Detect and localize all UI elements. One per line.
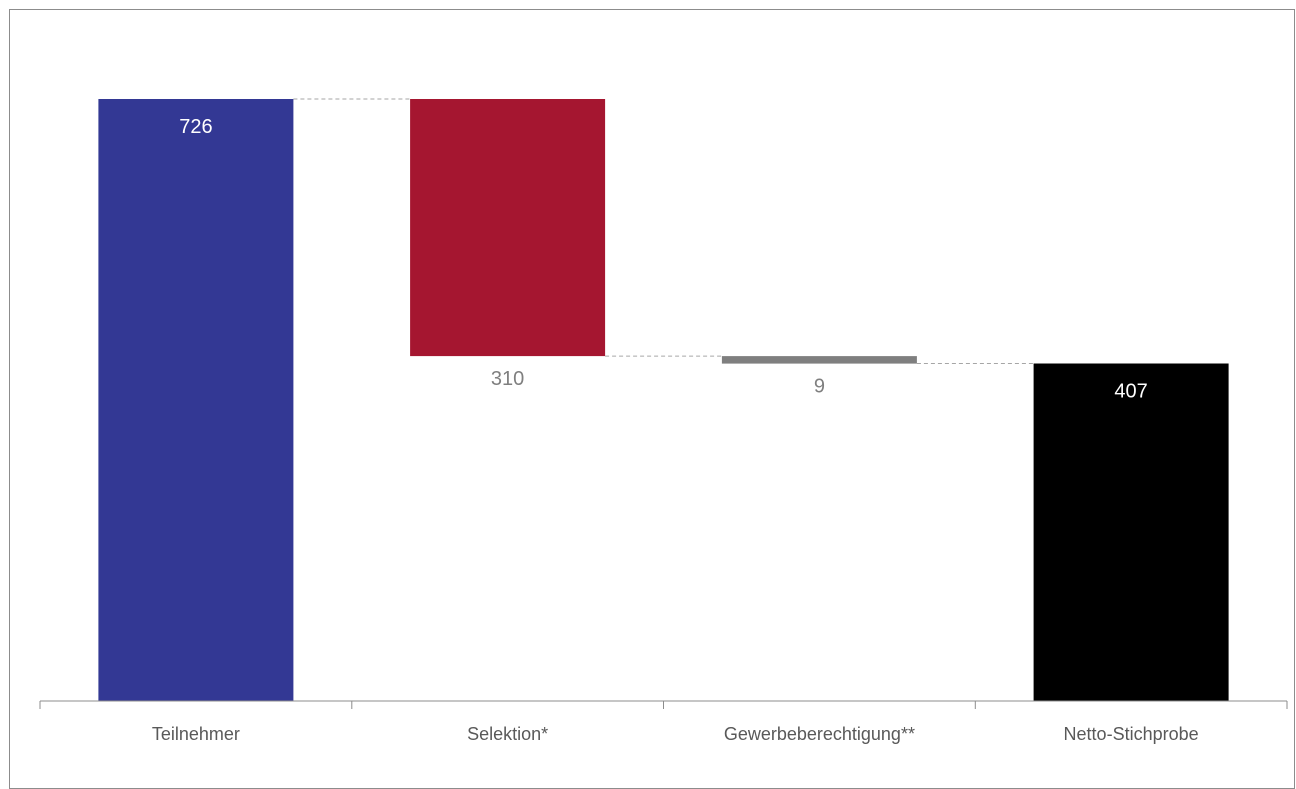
connector-lines [293, 98, 1034, 364]
value-label-1: 726 [179, 116, 212, 138]
value-label-2: 310 [491, 368, 524, 390]
category-label-4: Netto-Stichprobe [1064, 724, 1199, 744]
bar-2 [410, 99, 606, 357]
category-label-3: Gewerbeberechtigung** [724, 724, 915, 744]
category-label-1: Teilnehmer [152, 724, 240, 744]
category-label-2: Selektion* [467, 724, 548, 744]
value-label-4: 407 [1114, 381, 1147, 403]
bar-3 [721, 356, 917, 364]
value-label-3: 9 [814, 376, 825, 398]
bar-4 [1033, 363, 1229, 701]
bars [98, 99, 1229, 701]
axis-ticks [39, 701, 1288, 709]
category-labels: Teilnehmer Selektion* Gewerbeberechtigung*… [152, 724, 1199, 744]
value-labels: 726 310 9 407 [179, 116, 1148, 403]
waterfall-chart: 726 310 9 407 Teilnehmer Selektion* Gewerbebe… [39, 98, 1288, 744]
bar-1 [98, 99, 294, 701]
